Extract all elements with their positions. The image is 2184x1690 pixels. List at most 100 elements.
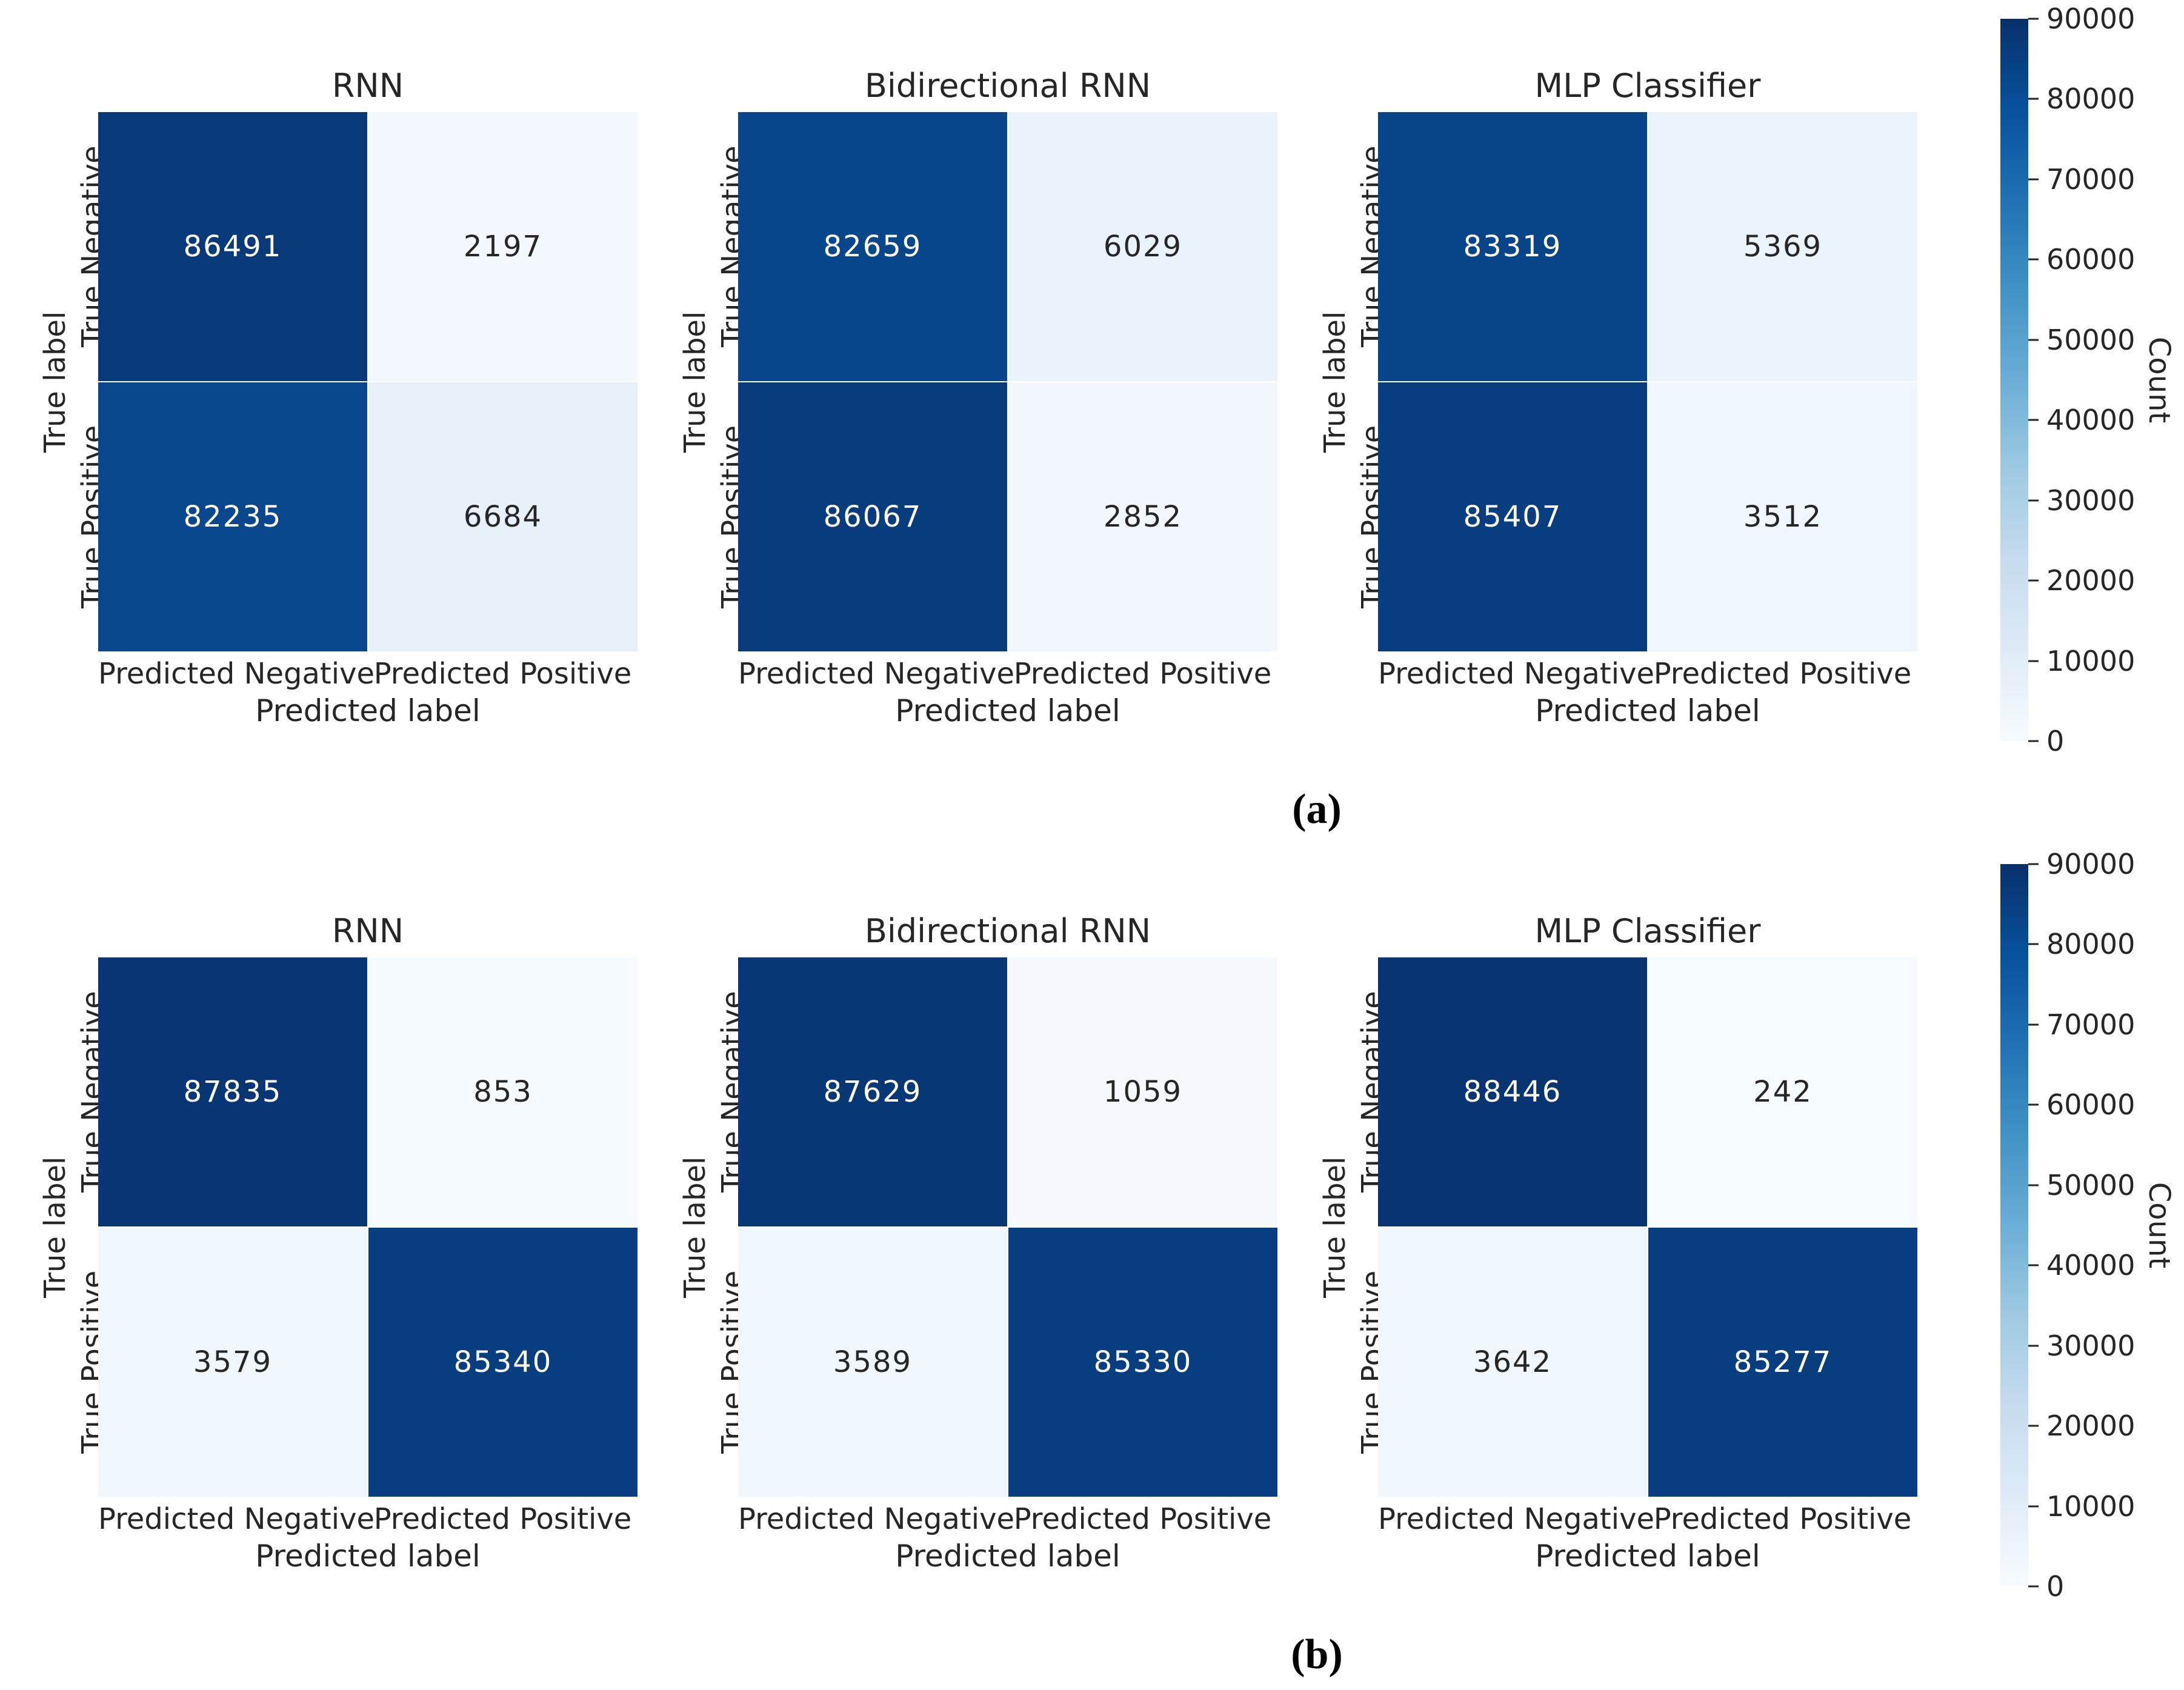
x-axis-label: Predicted label <box>895 1539 1120 1574</box>
x-axis-label: Predicted label <box>1535 693 1760 728</box>
colorbar: 90000 80000 70000 60000 50000 40000 30000 20000… <box>2000 848 2176 1603</box>
colorbar-label: Count <box>2142 336 2176 424</box>
heatmap-cell-fp: 6029 <box>1008 112 1277 381</box>
heatmap-grid: 86491 2197 82235 6684 <box>98 112 638 651</box>
colorbar-tick-label: 40000 <box>2046 404 2136 437</box>
colorbar-tick <box>2028 258 2039 261</box>
heatmap-cell-tn: 87835 <box>98 957 367 1226</box>
panel-title: MLP Classifier <box>1534 912 1761 950</box>
colorbar-tick <box>2028 499 2039 502</box>
cell-value: 86067 <box>823 500 922 534</box>
x-tick-labels: Predicted Negative Predicted Positive <box>738 1502 1277 1537</box>
x-tick-label-predicted-negative: Predicted Negative <box>98 1502 375 1536</box>
x-tick-label-predicted-positive: Predicted Positive <box>373 657 632 691</box>
x-tick-label-predicted-positive: Predicted Positive <box>1013 657 1272 691</box>
x-tick-label-predicted-negative: Predicted Negative <box>738 657 1014 691</box>
cell-value: 3642 <box>1473 1345 1553 1379</box>
heatmap-cell-tn: 83319 <box>1378 112 1647 381</box>
x-tick-labels: Predicted Negative Predicted Positive <box>1378 1502 1917 1537</box>
cell-value: 5369 <box>1743 230 1823 264</box>
x-tick-label-predicted-positive: Predicted Positive <box>1653 657 1912 691</box>
colorbar-tick <box>2028 1585 2039 1588</box>
cell-value: 82235 <box>183 500 282 534</box>
colorbar-gradient <box>2000 19 2028 741</box>
colorbar-tick-label: 90000 <box>2046 2 2136 35</box>
y-axis-label: True label <box>38 311 72 453</box>
colorbar-tick-label: 70000 <box>2046 162 2136 196</box>
colorbar-tick <box>2028 863 2039 865</box>
heatmap-cell-fn: 3589 <box>738 1228 1007 1497</box>
colorbar-tick-label: 60000 <box>2046 1088 2136 1122</box>
confusion-matrix-panel-a-mlp: MLP Classifier True label True Negative … <box>1308 0 1917 845</box>
x-axis-label: Predicted label <box>895 693 1120 728</box>
colorbar-tick-label: 0 <box>2046 1570 2065 1603</box>
colorbar-tick-label: 50000 <box>2046 323 2136 356</box>
x-axis-label: Predicted label <box>255 693 481 728</box>
cell-value: 85277 <box>1733 1345 1833 1379</box>
y-axis-label: True label <box>678 311 712 453</box>
cell-value: 87835 <box>183 1075 282 1109</box>
heatmap-cell-tn: 87629 <box>738 957 1007 1226</box>
cell-value: 6684 <box>463 500 543 534</box>
colorbar-tick-label: 0 <box>2046 725 2065 757</box>
confusion-matrix-panel-a-birnn: Bidirectional RNN True label True Negati… <box>668 0 1277 845</box>
colorbar-tick-label: 80000 <box>2046 82 2136 116</box>
cell-value: 87629 <box>823 1075 922 1109</box>
panel-title: Bidirectional RNN <box>864 912 1151 950</box>
heatmap-cell-fp: 1059 <box>1008 957 1277 1226</box>
heatmap-grid: 87835 853 3579 85340 <box>98 957 638 1497</box>
cell-value: 2852 <box>1103 500 1183 534</box>
panel-title: MLP Classifier <box>1534 67 1761 105</box>
heatmap-grid: 87629 1059 3589 85330 <box>738 957 1277 1497</box>
heatmap-cell-tn: 88446 <box>1378 957 1647 1226</box>
colorbar-tick-label: 90000 <box>2046 848 2136 880</box>
heatmap-grid: 88446 242 3642 85277 <box>1378 957 1917 1497</box>
heatmap-grid: 83319 5369 85407 3512 <box>1378 112 1917 651</box>
x-tick-label-predicted-negative: Predicted Negative <box>1378 657 1654 691</box>
colorbar-tick <box>2028 419 2039 421</box>
confusion-matrix-panel-b-birnn: Bidirectional RNN True label True Negati… <box>668 845 1277 1690</box>
heatmap-cell-tp: 2852 <box>1008 382 1277 651</box>
y-axis-label: True label <box>38 1156 72 1298</box>
cell-value: 86491 <box>183 230 282 264</box>
heatmap-grid: 82659 6029 86067 2852 <box>738 112 1277 651</box>
colorbar-tick-label: 70000 <box>2046 1008 2136 1041</box>
x-tick-labels: Predicted Negative Predicted Positive <box>738 656 1277 691</box>
confusion-matrix-panel-b-rnn: RNN True label True Negative True Positi… <box>28 845 638 1690</box>
colorbar-tick <box>2028 1264 2039 1266</box>
colorbar-tick <box>2028 1103 2039 1106</box>
cell-value: 85407 <box>1463 500 1562 534</box>
x-tick-labels: Predicted Negative Predicted Positive <box>1378 656 1917 691</box>
colorbar-gradient <box>2000 864 2028 1586</box>
x-tick-label-predicted-positive: Predicted Positive <box>1013 1502 1272 1536</box>
heatmap-cell-tn: 86491 <box>98 112 367 381</box>
cell-value: 1059 <box>1103 1075 1183 1109</box>
colorbar-tick-label: 40000 <box>2046 1249 2136 1282</box>
x-axis-label: Predicted label <box>1535 1539 1760 1574</box>
panel-title: Bidirectional RNN <box>864 67 1151 105</box>
x-tick-labels: Predicted Negative Predicted Positive <box>98 1502 638 1537</box>
cell-value: 242 <box>1753 1075 1813 1109</box>
x-tick-labels: Predicted Negative Predicted Positive <box>98 656 638 691</box>
cell-value: 3512 <box>1743 500 1823 534</box>
colorbar-tick <box>2028 178 2039 181</box>
cell-value: 85340 <box>453 1345 553 1379</box>
cell-value: 82659 <box>823 230 922 264</box>
colorbar-tick-label: 30000 <box>2046 484 2136 517</box>
cell-value: 853 <box>473 1075 533 1109</box>
y-axis-label: True label <box>1318 1156 1352 1298</box>
panel-title: RNN <box>331 912 404 950</box>
colorbar-tick <box>2028 740 2039 742</box>
colorbar-tick <box>2028 1184 2039 1186</box>
x-tick-label-predicted-positive: Predicted Positive <box>373 1502 632 1536</box>
cell-value: 2197 <box>463 230 543 264</box>
heatmap-cell-fp: 5369 <box>1648 112 1917 381</box>
colorbar-tick-label: 60000 <box>2046 243 2136 276</box>
colorbar-tick <box>2028 18 2039 20</box>
colorbar-tick <box>2028 1505 2039 1508</box>
heatmap-cell-tp: 6684 <box>368 382 638 651</box>
heatmap-cell-fp: 242 <box>1648 957 1917 1226</box>
colorbar-tick-label: 20000 <box>2046 1409 2136 1443</box>
confusion-matrix-panel-b-mlp: MLP Classifier True label True Negative … <box>1308 845 1917 1690</box>
x-tick-label-predicted-negative: Predicted Negative <box>98 657 375 691</box>
